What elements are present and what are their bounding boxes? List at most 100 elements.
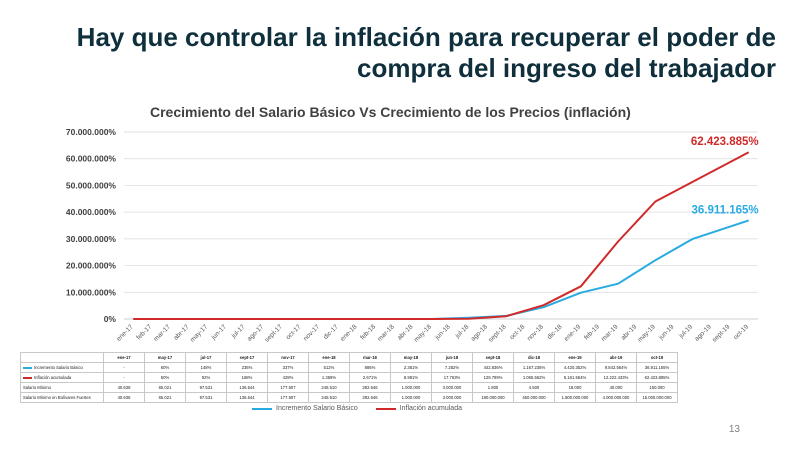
table-cell: 1.359%	[308, 372, 350, 383]
table-row: Salario Mínimo en Bolívares Fuertes 40.63…	[20, 392, 678, 403]
x-tick-label: jul-19	[677, 323, 694, 340]
table-column-header: jun-18	[431, 352, 473, 363]
table-cell: 136.544	[226, 382, 268, 393]
table-column-header: may-17	[144, 352, 186, 363]
table-row-label: Inflación acumulada	[20, 372, 104, 383]
x-tick-label: oct-19	[732, 323, 750, 341]
table-cell: 7.282%	[431, 362, 473, 373]
x-tick-label: oct-18	[509, 323, 527, 341]
table-cell: 150.000	[636, 382, 678, 393]
table-cell: 65.021	[144, 392, 186, 403]
x-tick-label: ene-18	[339, 323, 359, 343]
legend-key	[23, 377, 32, 379]
legend-item-inflacion: Inflación acumulada	[375, 405, 462, 412]
x-tick-label: jun-19	[657, 323, 676, 342]
table-cell: 8.981%	[390, 372, 432, 383]
table-column-header: ene-19	[554, 352, 596, 363]
table-cell: 248.510	[308, 392, 350, 403]
table-cell: 392.646	[349, 392, 391, 403]
table-cell: 60%	[144, 362, 186, 373]
table-cell: 36.911.165%	[636, 362, 678, 373]
y-tick-label: 60.000.000%	[66, 154, 117, 164]
series-line-inflacion	[133, 151, 750, 320]
x-tick-label: ago-19	[694, 323, 714, 343]
chart-legend: Incremento Salario Básico Inflación acum…	[252, 405, 462, 412]
table-column-header: jul-17	[185, 352, 227, 363]
table-corner-cell	[20, 352, 104, 363]
series-line-salario	[133, 219, 750, 320]
x-tick-label: mar-19	[600, 323, 620, 343]
table-cell: 129.799%	[472, 372, 514, 383]
table-row-label: Salario Mínimo en Bolívares Fuertes	[20, 392, 104, 403]
table-cell: 392.646	[349, 382, 391, 393]
table-cell: 1.065.562%	[513, 372, 555, 383]
table-cell: 442.836%	[472, 362, 514, 373]
y-tick-label: 0%	[104, 314, 117, 324]
x-tick-label: jun-18	[433, 323, 452, 342]
table-cell: 50%	[144, 372, 186, 383]
table-cell: 97.531	[185, 392, 227, 403]
x-tick-label: dic-17	[322, 323, 340, 341]
table-row-label: Salario Mínimo	[20, 382, 104, 393]
table-column-header: ene-17	[103, 352, 145, 363]
slide-title: Hay que controlar la inflación para recu…	[76, 22, 776, 83]
x-tick-label: ago-18	[470, 323, 490, 343]
x-tick-label: feb-17	[135, 323, 153, 341]
table-cell: 4.000.000.000	[595, 392, 637, 403]
table-column-header: abr-19	[595, 352, 637, 363]
table-cell: 40.638	[103, 392, 145, 403]
table-row: Incremento Salario Básico -60% 148% 236% 337…	[20, 362, 678, 373]
table-cell: 40.638	[103, 382, 145, 393]
table-cell: 62.423.885%	[636, 372, 678, 383]
x-tick-label: feb-19	[583, 323, 601, 341]
table-cell: 4.420.352%	[554, 362, 596, 373]
x-tick-label: may-18	[413, 323, 434, 344]
table-cell: 3.000.000	[431, 392, 473, 403]
table-cell: 177.507	[267, 382, 309, 393]
legend-item-salario: Incremento Salario Básico	[252, 405, 358, 412]
table-cell: 177.507	[267, 392, 309, 403]
legend-label-salario: Incremento Salario Básico	[276, 405, 358, 412]
table-column-header: ene-18	[308, 352, 350, 363]
table-cell: 248.510	[308, 382, 350, 393]
table-cell: 512%	[308, 362, 350, 373]
table-cell: 1.800	[472, 382, 514, 393]
table-cell: -	[103, 372, 145, 383]
table-column-header: dic-18	[513, 352, 555, 363]
x-tick-label: nov-17	[302, 323, 321, 342]
y-tick-label: 30.000.000%	[66, 234, 117, 244]
table-header-row: ene-17 may-17 jul-17 sept-17 nov-17 ene-18 mar…	[20, 352, 678, 363]
legend-line-inflacion	[375, 407, 396, 410]
table-cell: 1.167.236%	[513, 362, 555, 373]
table-cell: 92%	[185, 372, 227, 383]
table-row-label: Incremento Salario Básico	[20, 362, 104, 373]
y-tick-label: 70.000.000%	[66, 127, 117, 137]
x-tick-label: mar-18	[376, 323, 396, 343]
table-cell: 180.000.000	[472, 392, 514, 403]
x-tick-label: jul-18	[453, 323, 470, 340]
x-tick-label: dic-18	[546, 323, 564, 341]
table-cell: 1.000.000	[390, 382, 432, 393]
table-cell: 337%	[267, 362, 309, 373]
table-column-header: may-18	[390, 352, 432, 363]
table-cell: 429%	[267, 372, 309, 383]
x-tick-label: jul-17	[230, 323, 247, 340]
table-cell: -	[103, 362, 145, 373]
x-tick-label: sept-18	[487, 323, 508, 344]
table-row: Inflación acumulada -50% 92% 168% 429% 1.359%…	[20, 372, 678, 383]
x-tick-label: ene-19	[563, 323, 583, 343]
legend-label-inflacion: Inflación acumulada	[399, 405, 462, 412]
y-tick-label: 10.000.000%	[66, 287, 117, 297]
table-cell: 97.531	[185, 382, 227, 393]
x-tick-label: mar-17	[153, 323, 173, 343]
table-column-header: nov-17	[267, 352, 309, 363]
table-cell: 17.763%	[431, 372, 473, 383]
table-cell: 168%	[226, 372, 268, 383]
table-cell: 40.000	[595, 382, 637, 393]
table-cell: 12.222.433%	[595, 372, 637, 383]
table-cell: 5.161.564%	[554, 372, 596, 383]
x-tick-label: may-17	[189, 323, 210, 344]
x-tick-label: may-19	[637, 323, 658, 344]
y-tick-label: 20.000.000%	[66, 261, 117, 271]
table-cell: 2.671%	[349, 372, 391, 383]
